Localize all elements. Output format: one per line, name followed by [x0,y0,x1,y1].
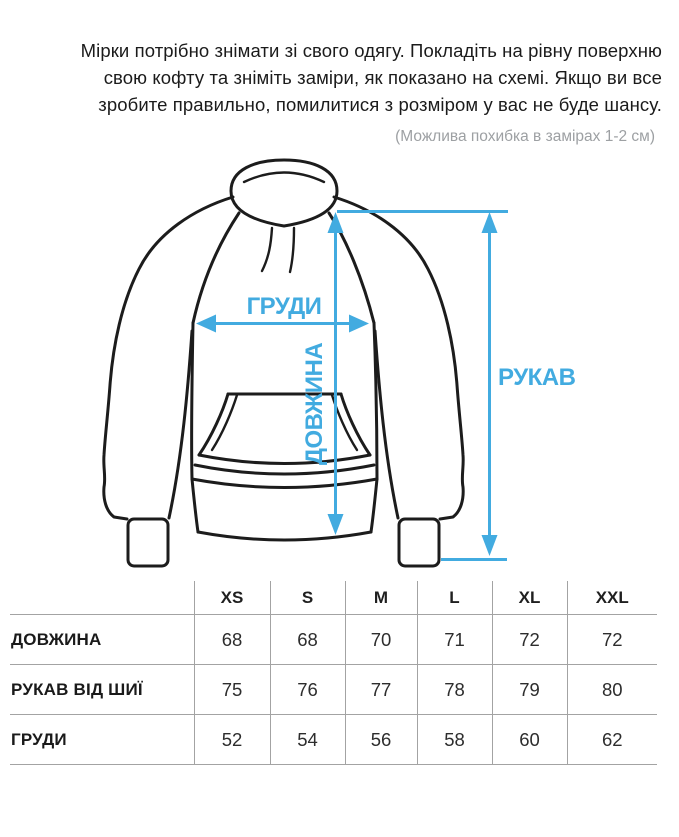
arrow-up-icon [327,212,344,233]
size-value-cell: 77 [344,664,417,715]
arrow-right-icon [349,314,369,333]
left-cuff [126,517,170,568]
size-column-header: XS [193,581,270,615]
waistband-bottom [196,530,373,542]
size-table-body: ДОВЖИНА 68 68 70 71 72 72 РУКАВ ВІД ШИЇ 75 76 77 78… [10,614,657,765]
size-value-cell: 60 [491,714,567,765]
size-row: ГРУДИ 52 54 56 58 60 62 [10,714,657,765]
arrow-up-icon [481,212,498,233]
tolerance-note: (Можлива похибка в замірах 1-2 см) [395,128,655,145]
row-label: ДОВЖИНА [10,614,194,665]
left-sleeve-inner [167,329,194,520]
intro-line-2: свою кофту та зніміть заміри, як показан… [103,67,662,88]
size-column-header: XL [491,581,567,615]
size-row: ДОВЖИНА 68 68 70 71 72 72 [10,614,657,665]
collar-inner-rim [242,171,326,184]
sleeve-label: РУКАВ [498,364,576,391]
pocket-right-inner [330,393,359,452]
intro-line-1: Мірки потрібно знімати зі свого одягу. П… [80,40,662,61]
waistband-top [190,477,379,489]
sleeve-arrow: РУКАВ [337,210,576,561]
size-guide-page: Мірки потрібно знімати зі свого одягу. П… [0,37,679,837]
pocket-bottom-upper [197,453,372,465]
size-value-cell: 70 [344,614,417,665]
right-sleeve-outer [332,195,465,521]
size-value-cell: 58 [416,714,492,765]
arrow-down-icon [327,514,344,535]
right-cuff [397,517,441,568]
body-left-side [190,321,195,481]
waistband-left [190,477,200,534]
chest-label: ГРУДИ [247,293,322,320]
pocket-left-inner [210,393,239,452]
size-column-header: M [344,581,417,615]
drawstring-left [260,226,274,273]
right-sleeve-inner [373,329,400,520]
size-table-head-row: XS S M L XL XXL [10,581,657,615]
corner-cell [10,581,194,615]
size-value-cell: 71 [416,614,492,665]
size-value-cell: 52 [193,714,270,765]
hoodie-measurement-diagram: ГРУДИ ДОВЖИНА РУКАВ [102,158,576,568]
size-row: РУКАВ ВІД ШИЇ 75 76 77 78 79 80 [10,664,657,715]
size-value-cell: 68 [193,614,270,665]
pocket-left-outer [197,392,230,457]
row-label: ГРУДИ [10,714,194,765]
size-value-cell: 80 [566,664,657,715]
left-raglan-seam [191,211,241,325]
arrow-down-icon [481,535,498,556]
size-value-cell: 76 [269,664,345,715]
chest-arrow: ГРУДИ [196,293,369,333]
left-sleeve-outer [102,195,235,521]
waistband-right [369,477,379,534]
hoodie-outline [102,158,465,568]
size-value-cell: 56 [344,714,417,765]
pocket-right-outer [339,392,372,457]
size-table: XS S M L XL XXL ДОВЖИНА 68 68 70 71 72 72 РУКАВ ВІД … [10,581,657,765]
arrow-left-icon [196,314,216,333]
body-right-side [372,321,379,481]
size-column-header: XXL [566,581,657,615]
size-value-cell: 68 [269,614,345,665]
size-value-cell: 72 [491,614,567,665]
intro-line-3: зробите правильно, помилитися з розміром… [98,94,662,115]
size-value-cell: 79 [491,664,567,715]
measurement-annotations: ГРУДИ ДОВЖИНА РУКАВ [196,210,576,561]
intro-text: Мірки потрібно знімати зі свого одягу. П… [37,37,662,118]
size-column-header: L [416,581,492,615]
drawstring-right [288,226,296,274]
size-value-cell: 78 [416,664,492,715]
pocket-bottom-lower [193,463,376,476]
length-label: ДОВЖИНА [301,343,328,465]
size-column-header: S [269,581,345,615]
size-value-cell: 75 [193,664,270,715]
length-arrow: ДОВЖИНА [301,212,344,535]
size-value-cell: 72 [566,614,657,665]
row-label: РУКАВ ВІД ШИЇ [10,664,194,715]
size-value-cell: 62 [566,714,657,765]
collar [229,158,339,228]
size-value-cell: 54 [269,714,345,765]
